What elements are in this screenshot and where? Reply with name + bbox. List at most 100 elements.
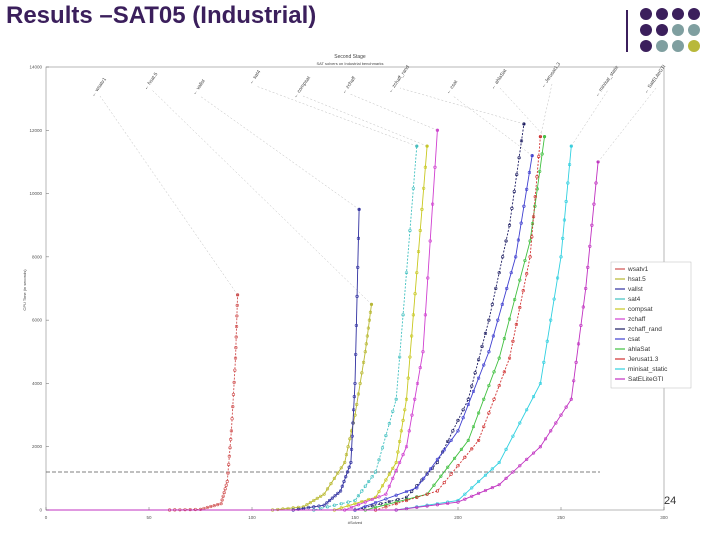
x-tick-label: 150 [351, 515, 359, 520]
data-point [363, 504, 367, 508]
y-tick-label: 12000 [29, 128, 42, 133]
data-point [410, 489, 414, 494]
data-point [511, 434, 515, 438]
series-label: ← wsatv1 [90, 77, 108, 99]
data-point [363, 484, 367, 488]
legend-entry: minisat_static [628, 366, 668, 373]
data-point [449, 472, 453, 476]
data-point [234, 335, 238, 339]
x-axis-label: #Solved [348, 520, 362, 525]
data-point [510, 206, 514, 210]
data-point [554, 421, 558, 425]
data-point [426, 276, 430, 280]
x-tick-label: 50 [146, 515, 152, 520]
data-point [576, 342, 581, 346]
data-point [352, 395, 356, 399]
data-point [507, 223, 512, 227]
decorative-dot [656, 40, 668, 52]
data-point [325, 487, 330, 491]
data-point [198, 507, 203, 511]
data-point [342, 479, 346, 484]
series-line [46, 146, 418, 511]
data-point [440, 450, 445, 454]
series-line [46, 146, 572, 511]
data-point [497, 271, 501, 275]
series-line [46, 136, 545, 511]
series-label: ← vallst [192, 78, 207, 97]
data-point [518, 305, 522, 310]
data-point [415, 381, 420, 386]
label-leader-line [151, 89, 372, 305]
data-point [356, 392, 361, 396]
data-point [406, 376, 410, 380]
data-point [513, 297, 517, 302]
data-point [456, 464, 460, 468]
data-point [398, 439, 402, 444]
data-point [233, 368, 237, 372]
series-line [46, 155, 533, 511]
data-point [502, 337, 506, 341]
data-point [387, 484, 391, 488]
data-point [459, 447, 464, 451]
data-point [410, 334, 414, 338]
data-point [519, 221, 523, 225]
data-point [384, 497, 388, 501]
data-point [366, 326, 370, 330]
y-tick-label: 0 [39, 508, 42, 513]
data-point [531, 395, 536, 399]
data-point [291, 506, 295, 510]
data-point [404, 498, 409, 503]
data-point [518, 464, 522, 468]
data-point [425, 472, 429, 476]
data-point [564, 405, 568, 409]
data-point [370, 504, 374, 508]
data-point [491, 334, 495, 338]
decorative-dot [672, 40, 684, 52]
data-point [399, 429, 403, 433]
data-point [410, 413, 414, 417]
data-point [494, 286, 498, 291]
data-point [209, 504, 213, 509]
data-point [344, 453, 349, 457]
data-point [490, 302, 494, 306]
data-point [319, 494, 323, 498]
data-point [225, 479, 229, 484]
x-tick-label: 250 [557, 515, 565, 520]
data-point [504, 239, 508, 243]
data-point [391, 476, 395, 480]
data-point [353, 502, 357, 506]
data-point [227, 463, 231, 467]
data-point [483, 488, 488, 493]
y-tick-label: 4000 [32, 381, 43, 386]
legend-entry: zchaff [628, 316, 645, 323]
data-point [518, 421, 522, 425]
data-point [394, 508, 398, 512]
series-line [46, 136, 541, 511]
data-point [531, 215, 536, 219]
data-point [463, 497, 467, 501]
data-point [212, 503, 216, 508]
data-point [398, 460, 402, 465]
data-point [463, 492, 467, 496]
data-point [219, 502, 223, 506]
data-point [528, 255, 532, 259]
data-point [407, 429, 411, 433]
data-point [490, 467, 494, 471]
data-point [232, 380, 236, 384]
data-point [377, 458, 381, 462]
decorative-dot [640, 8, 652, 20]
data-point [594, 181, 598, 185]
data-point [533, 204, 537, 208]
data-point [235, 303, 239, 307]
data-point [401, 313, 405, 317]
data-point [466, 397, 470, 401]
data-point [487, 350, 491, 354]
title-divider [626, 10, 628, 52]
data-point [343, 460, 347, 465]
data-point [545, 339, 549, 343]
data-point [549, 318, 553, 322]
legend-entry: ahlaSat [628, 346, 650, 353]
data-point [461, 408, 465, 412]
data-point [404, 397, 409, 401]
data-point [387, 499, 391, 504]
